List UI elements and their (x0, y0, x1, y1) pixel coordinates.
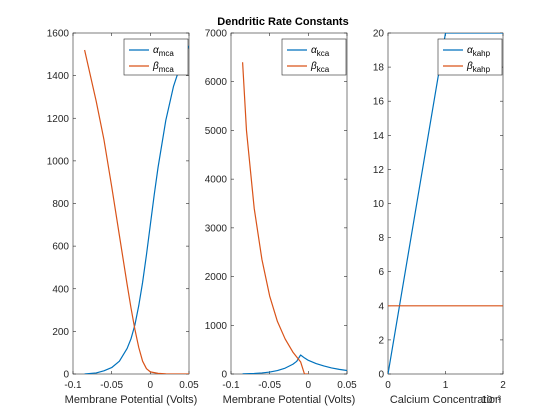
x-tick-label: -0.05 (258, 380, 281, 391)
x-tick-label: -0.05 (100, 380, 123, 391)
legend-entry: βkahp (466, 61, 491, 74)
x-tick-label: 1 (443, 380, 449, 391)
legend-entry: αkahp (467, 45, 491, 58)
y-tick-label: 7000 (205, 29, 228, 40)
x-tick-label: 0 (306, 380, 312, 391)
figure-title: Dendritic Rate Constants (217, 16, 348, 28)
legend-box (437, 38, 503, 76)
subplot-1: 0 200 400 600 800 1000 1200 1400 1600 -0.1 -0.05 0 0… (47, 29, 199, 407)
y-tick-label: 1400 (47, 71, 70, 82)
series-line-α-kahp (388, 33, 503, 374)
subplot-2: 0 1000 2000 3000 4000 5000 6000 7000 -0.1 -0.05 0 0… (205, 29, 357, 407)
y-tick-label: 1000 (47, 156, 70, 167)
y-tick-label: 5000 (205, 126, 228, 137)
x-tick-label: -0.1 (222, 380, 240, 391)
series-line-β-mca (84, 49, 189, 374)
y-tick-label: 600 (52, 242, 69, 253)
axes-box (387, 32, 504, 375)
x-tick-label: 2 (500, 380, 506, 391)
series-line-α-mca (84, 45, 189, 374)
y-tick-label: 18 (373, 63, 385, 74)
x-tick-label: -0.1 (64, 380, 82, 391)
y-tick-label: 2 (378, 335, 384, 346)
x-axis-label: Membrane Potential (Volts) (65, 394, 198, 406)
legend: αkca βkca (281, 38, 347, 76)
legend-box (281, 38, 347, 76)
x-axis-label: Calcium Concentration (390, 394, 501, 406)
y-tick-label: 2000 (205, 272, 228, 283)
x-tick-label: 0.05 (179, 380, 199, 391)
y-tick-label: 6 (378, 267, 384, 278)
y-tick-label: 200 (52, 327, 69, 338)
y-tick-label: 20 (373, 29, 385, 40)
x-axis-label: Membrane Potential (Volts) (223, 394, 356, 406)
legend-entry: βmca (152, 61, 174, 74)
y-tick-label: 3000 (205, 223, 228, 234)
axes-box (230, 32, 348, 375)
axes-box (72, 32, 190, 375)
y-tick-label: 12 (373, 165, 385, 176)
x-tick-label: 0 (385, 380, 391, 391)
legend-entry: αmca (153, 45, 174, 58)
legend: αmca βmca (123, 38, 189, 76)
x-tick-label: 0.05 (337, 380, 357, 391)
y-tick-label: 4000 (205, 175, 228, 186)
y-tick-label: 14 (373, 131, 385, 142)
y-tick-label: 1200 (47, 114, 70, 125)
x-tick-label: 0 (148, 380, 154, 391)
legend-entry: αkca (311, 45, 330, 58)
y-tick-label: 0 (63, 370, 69, 381)
y-tick-label: 4 (378, 301, 384, 312)
series-line-α-kca (242, 354, 347, 374)
legend: αkahp βkahp (437, 38, 503, 76)
y-tick-label: 1600 (47, 29, 70, 40)
y-tick-label: 1000 (205, 321, 228, 332)
y-tick-label: 0 (221, 370, 227, 381)
legend-entry: βkca (310, 61, 330, 74)
y-tick-label: 800 (52, 199, 69, 210)
y-tick-label: 16 (373, 97, 385, 108)
y-tick-label: 10 (373, 199, 385, 210)
y-tick-label: 0 (378, 370, 384, 381)
x-axis-exponent: 10⁻³ (481, 395, 501, 406)
y-tick-label: 400 (52, 284, 69, 295)
legend-box (123, 38, 189, 76)
y-tick-label: 6000 (205, 77, 228, 88)
series-line-β-kca (242, 62, 309, 374)
y-tick-label: 8 (378, 233, 384, 244)
